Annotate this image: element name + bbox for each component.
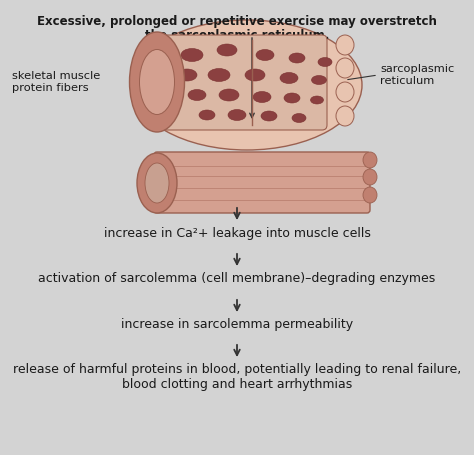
- Ellipse shape: [336, 106, 354, 126]
- Ellipse shape: [177, 69, 197, 81]
- Ellipse shape: [336, 82, 354, 102]
- Text: skeletal muscle
protein fibers: skeletal muscle protein fibers: [12, 71, 100, 93]
- Ellipse shape: [311, 76, 327, 85]
- Ellipse shape: [217, 44, 237, 56]
- Ellipse shape: [132, 20, 362, 150]
- Ellipse shape: [280, 72, 298, 84]
- Ellipse shape: [181, 49, 203, 61]
- FancyBboxPatch shape: [154, 152, 370, 213]
- Ellipse shape: [363, 187, 377, 203]
- Ellipse shape: [310, 96, 323, 104]
- Text: increase in sarcolemma permeability: increase in sarcolemma permeability: [121, 318, 353, 331]
- FancyBboxPatch shape: [162, 35, 327, 130]
- Ellipse shape: [208, 69, 230, 81]
- Ellipse shape: [363, 169, 377, 185]
- Ellipse shape: [253, 91, 271, 102]
- Ellipse shape: [284, 93, 300, 103]
- Text: Excessive, prolonged or repetitive exercise may overstretch: Excessive, prolonged or repetitive exerc…: [37, 15, 437, 28]
- Text: increase in Ca²+ leakage into muscle cells: increase in Ca²+ leakage into muscle cel…: [103, 227, 371, 240]
- Ellipse shape: [188, 90, 206, 101]
- Ellipse shape: [228, 110, 246, 121]
- Ellipse shape: [318, 57, 332, 66]
- Ellipse shape: [199, 110, 215, 120]
- Ellipse shape: [336, 58, 354, 78]
- Text: sarcoplasmic
reticulum: sarcoplasmic reticulum: [380, 64, 454, 86]
- Ellipse shape: [137, 153, 177, 213]
- Ellipse shape: [292, 113, 306, 122]
- Ellipse shape: [256, 50, 274, 61]
- Ellipse shape: [145, 163, 169, 203]
- Text: the sarcoplasmic reticulum.: the sarcoplasmic reticulum.: [145, 29, 329, 42]
- Ellipse shape: [363, 152, 377, 168]
- Ellipse shape: [336, 35, 354, 55]
- Text: release of harmful proteins in blood, potentially leading to renal failure,
bloo: release of harmful proteins in blood, po…: [13, 363, 461, 391]
- Ellipse shape: [261, 111, 277, 121]
- Ellipse shape: [245, 69, 265, 81]
- Ellipse shape: [289, 53, 305, 63]
- Ellipse shape: [139, 50, 174, 115]
- Ellipse shape: [129, 32, 184, 132]
- Text: activation of sarcolemma (cell membrane)–degrading enzymes: activation of sarcolemma (cell membrane)…: [38, 272, 436, 285]
- Ellipse shape: [219, 89, 239, 101]
